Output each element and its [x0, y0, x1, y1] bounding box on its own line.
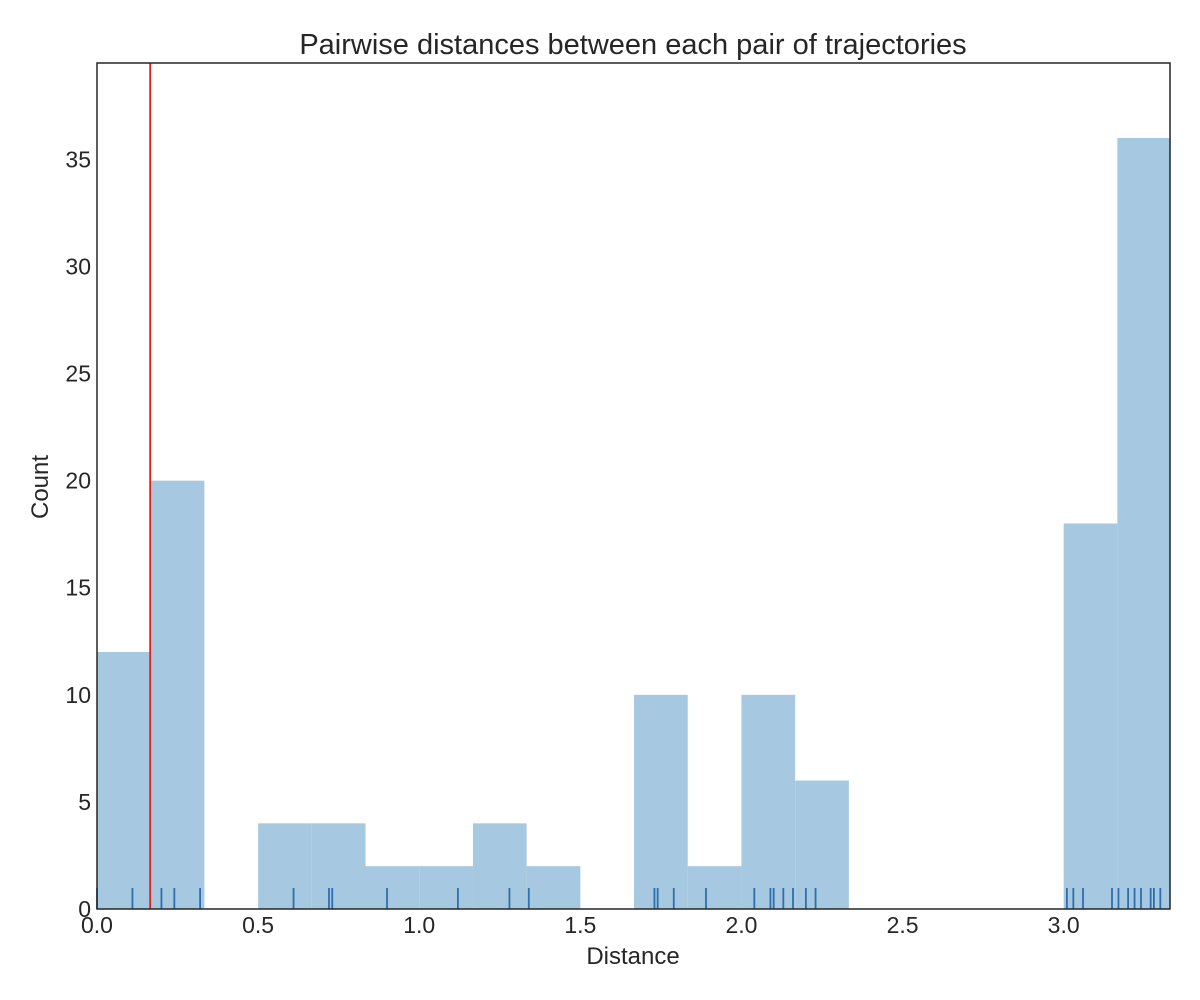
y-axis-label: Count — [27, 455, 54, 519]
rug-marks — [96, 888, 1162, 909]
histogram-bar-11 — [687, 866, 742, 909]
histogram-bar-18 — [1063, 523, 1118, 909]
y-tick-label: 25 — [65, 361, 91, 387]
plot-border — [96, 62, 1171, 910]
y-tick-label: 30 — [65, 253, 91, 279]
y-tick-label: 15 — [65, 575, 91, 601]
histogram-bar-8 — [526, 866, 581, 909]
y-tick-label: 20 — [65, 468, 91, 494]
histogram-bar-4 — [311, 823, 366, 909]
y-tick-label: 10 — [65, 682, 91, 708]
x-tick-label: 0.0 — [81, 912, 113, 938]
histogram-bar-3 — [258, 823, 312, 909]
x-tick-label: 2.5 — [887, 912, 919, 938]
histogram-bar-12 — [741, 694, 796, 909]
x-axis-ticks: 0.0 0.5 1.0 1.5 2.0 2.5 3.0 — [81, 912, 1080, 938]
x-tick-label: 1.5 — [564, 912, 596, 938]
axes-frame — [96, 62, 1171, 910]
histogram-bar-5 — [365, 866, 420, 909]
chart-title: Pairwise distances between each pair of … — [299, 29, 966, 61]
histogram-bar-13 — [795, 780, 849, 909]
histogram-bar-7 — [472, 823, 527, 909]
x-tick-label: 1.0 — [403, 912, 435, 938]
histogram-bar-10 — [634, 694, 688, 909]
y-tick-label: 35 — [65, 146, 91, 172]
x-tick-label: 0.5 — [242, 912, 274, 938]
x-axis-label: Distance — [586, 943, 679, 970]
histogram-bars — [97, 137, 1170, 909]
y-axis-ticks: 0 5 10 15 20 25 30 35 — [65, 146, 91, 922]
y-tick-label: 0 — [78, 896, 91, 922]
x-tick-label: 2.0 — [725, 912, 757, 938]
histogram-bar-1 — [150, 480, 205, 909]
x-tick-label: 3.0 — [1048, 912, 1080, 938]
y-tick-label: 5 — [78, 789, 91, 815]
histogram-bar-6 — [419, 866, 473, 909]
histogram-bar-0 — [97, 651, 151, 909]
histogram-bar-19 — [1117, 137, 1170, 909]
